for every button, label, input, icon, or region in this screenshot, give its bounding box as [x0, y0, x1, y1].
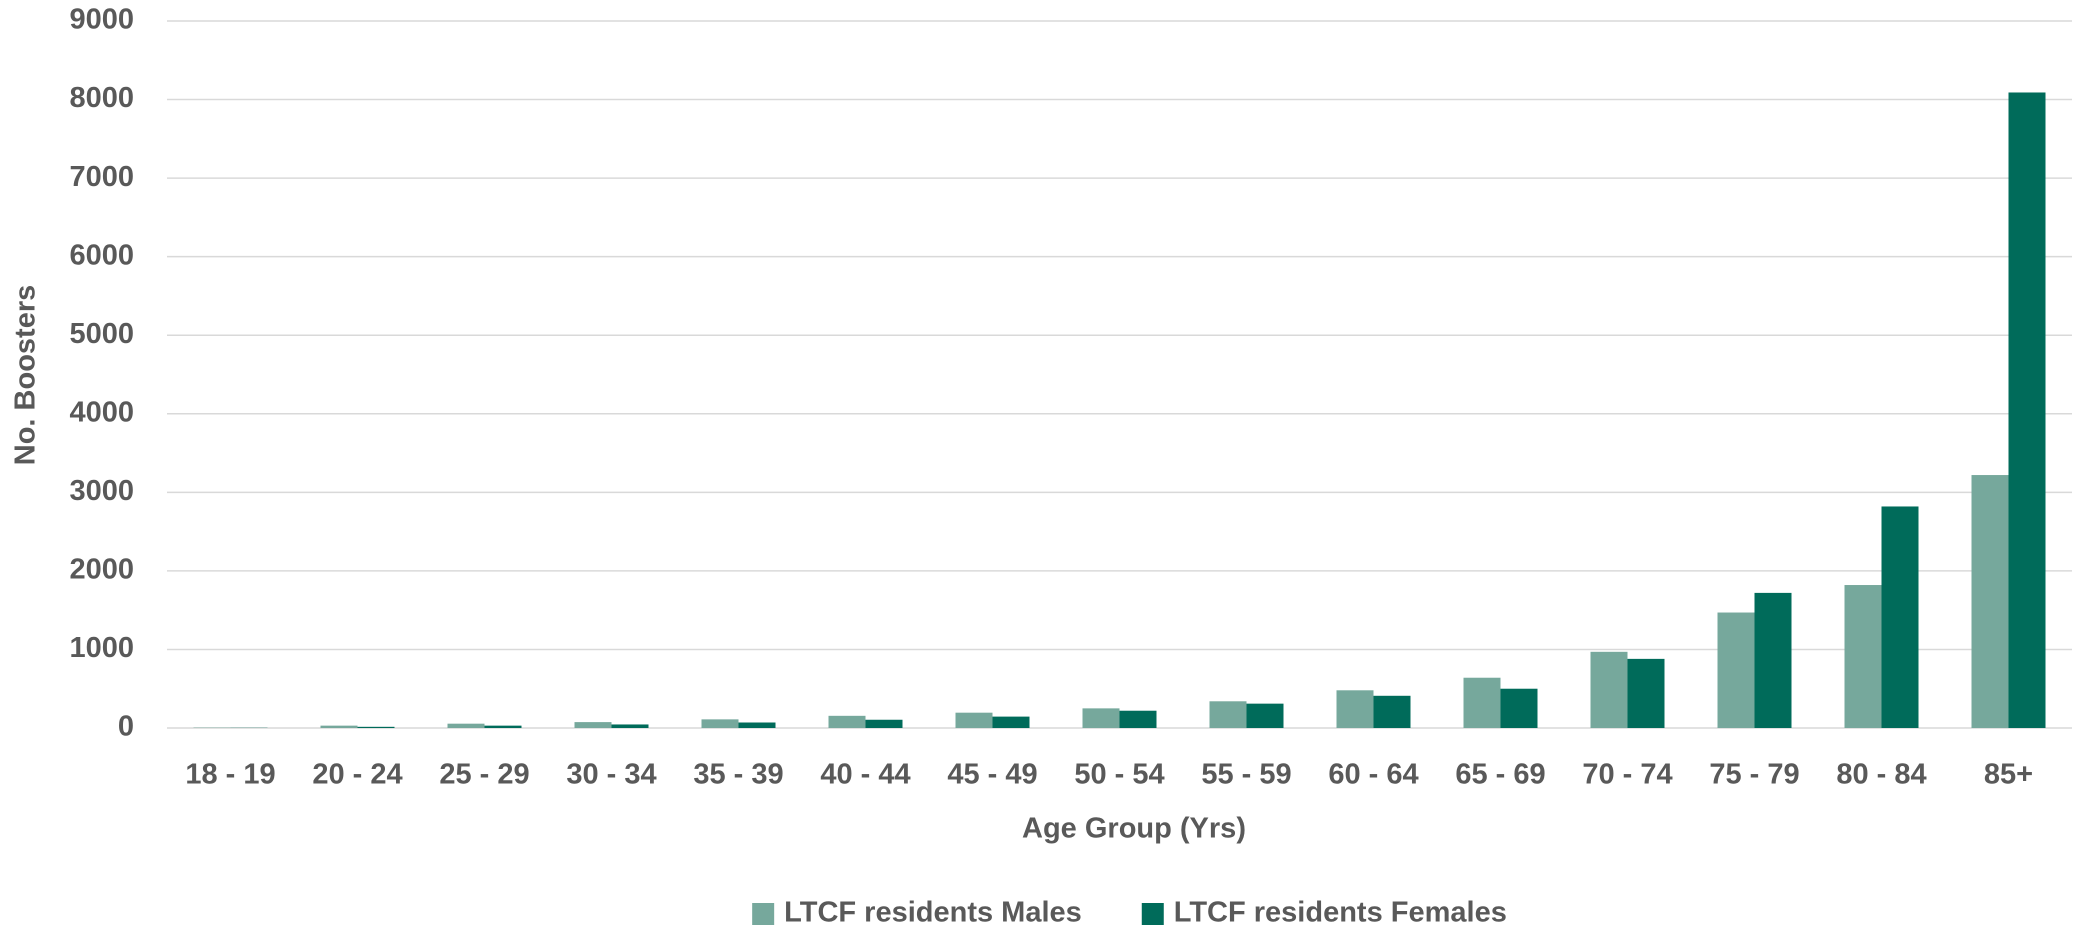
- bar: [1754, 592, 1792, 728]
- bar: [357, 726, 395, 728]
- bar: [1082, 708, 1120, 728]
- bar: [2008, 92, 2046, 729]
- bar: [1209, 701, 1247, 728]
- bar: [1881, 506, 1919, 728]
- legend-swatch: [1141, 903, 1164, 925]
- bar: [1971, 475, 2009, 728]
- bar: [611, 724, 649, 728]
- y-tick-label: 5000: [69, 318, 134, 350]
- bar: [1463, 677, 1501, 728]
- x-axis-title: Age Group (Yrs): [1022, 813, 1246, 845]
- bar: [447, 723, 485, 728]
- bar: [1590, 651, 1628, 728]
- x-tick-label: 50 - 54: [1074, 759, 1164, 791]
- bar: [701, 719, 739, 728]
- y-tick-label: 6000: [69, 239, 134, 271]
- x-tick-label: 70 - 74: [1582, 759, 1672, 791]
- bar: [574, 722, 612, 728]
- y-tick-label: 7000: [69, 161, 134, 193]
- bar: [1336, 690, 1374, 728]
- x-tick-label: 30 - 34: [566, 759, 656, 791]
- x-tick-label: 20 - 24: [312, 759, 402, 791]
- y-tick-label: 0: [118, 711, 134, 743]
- bar: [1717, 612, 1755, 728]
- legend-swatch: [752, 903, 775, 925]
- bar: [992, 716, 1030, 728]
- bar: [484, 725, 522, 728]
- bar: [955, 712, 993, 728]
- y-axis-title: No. Boosters: [10, 285, 42, 465]
- bar: [320, 725, 358, 728]
- y-tick-label: 9000: [69, 4, 134, 36]
- bar: [828, 715, 866, 728]
- x-tick-label: 65 - 69: [1455, 759, 1545, 791]
- x-tick-label: 45 - 49: [947, 759, 1037, 791]
- x-tick-label: 75 - 79: [1709, 759, 1799, 791]
- bar: [738, 722, 776, 728]
- bar: [1844, 585, 1882, 728]
- y-tick-label: 2000: [69, 554, 134, 586]
- bar: [1246, 703, 1284, 728]
- legend-label: LTCF residents Males: [784, 897, 1082, 929]
- x-tick-label: 25 - 29: [439, 759, 529, 791]
- y-tick-label: 3000: [69, 475, 134, 507]
- bar: [865, 719, 903, 728]
- y-tick-label: 4000: [69, 396, 134, 428]
- x-tick-label: 60 - 64: [1328, 759, 1418, 791]
- legend-label: LTCF residents Females: [1174, 897, 1507, 929]
- bar: [1373, 695, 1411, 728]
- x-tick-label: 40 - 44: [820, 759, 910, 791]
- x-tick-label: 80 - 84: [1836, 759, 1926, 791]
- x-tick-label: 85+: [1984, 759, 2033, 791]
- x-tick-label: 55 - 59: [1201, 759, 1291, 791]
- bar: [1500, 688, 1538, 728]
- bar: [1119, 710, 1157, 728]
- x-tick-label: 18 - 19: [185, 759, 275, 791]
- y-tick-label: 8000: [69, 82, 134, 114]
- y-tick-label: 1000: [69, 632, 134, 664]
- bar: [1627, 658, 1665, 728]
- x-tick-label: 35 - 39: [693, 759, 783, 791]
